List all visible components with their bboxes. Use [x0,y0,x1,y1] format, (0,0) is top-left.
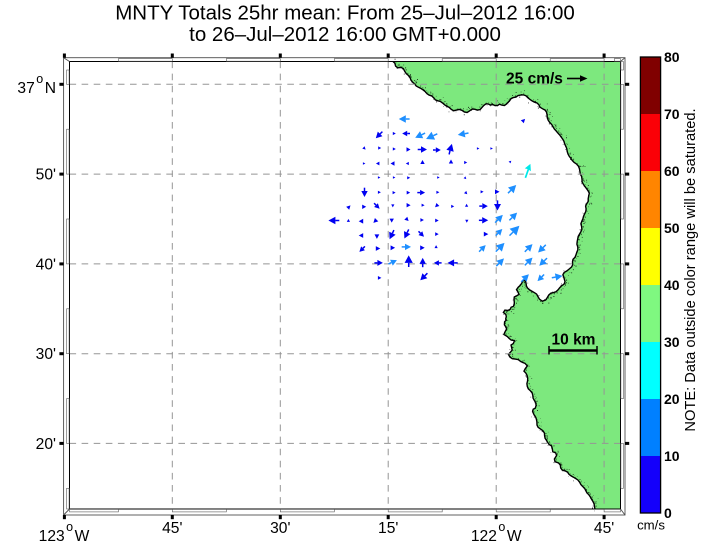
svg-text:80: 80 [664,49,680,65]
svg-text:cm/s: cm/s [637,518,665,533]
svg-text:60: 60 [664,163,680,179]
svg-text:15': 15' [378,520,398,537]
svg-text:0: 0 [664,505,672,521]
svg-text:MNTY Totals 25hr mean: From 25: MNTY Totals 25hr mean: From 25–Jul–2012 … [115,2,575,25]
svg-text:45': 45' [594,520,614,537]
svg-text:10 km: 10 km [552,332,596,349]
svg-text:to 26–Jul–2012 16:00 GMT+0.000: to 26–Jul–2012 16:00 GMT+0.000 [189,23,501,46]
svg-text:10: 10 [664,448,680,464]
svg-text:50: 50 [664,220,680,236]
svg-text:40: 40 [664,277,680,293]
svg-text:20: 20 [664,391,680,407]
svg-text:40': 40' [36,256,56,273]
svg-text:30': 30' [36,346,56,363]
svg-text:25 cm/s: 25 cm/s [506,71,563,88]
svg-text:30': 30' [270,520,290,537]
svg-text:NOTE: Data outside color range: NOTE: Data outside color range will be s… [683,108,699,431]
svg-text:30: 30 [664,334,680,350]
svg-text:50': 50' [36,167,56,184]
svg-text:20': 20' [36,436,56,453]
svg-text:70: 70 [664,106,680,122]
svg-text:45': 45' [162,520,182,537]
